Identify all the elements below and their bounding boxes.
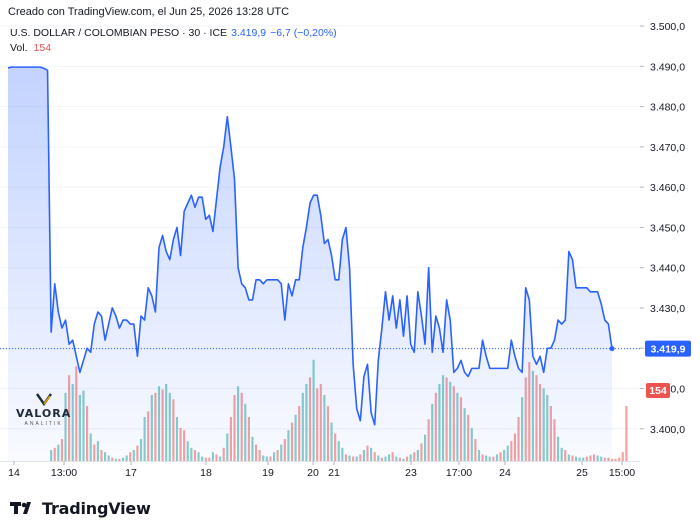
x-tick-label: 17:00 (446, 467, 472, 479)
time-axis[interactable]: 14 13:00 17 18 19 20 21 23 17:00 24 25 15:00 (0, 461, 640, 479)
volume-bar (621, 452, 624, 461)
last-price-tag-text: 3.419,9 (650, 344, 685, 356)
price-axis[interactable]: 3.400,03.410,03.420,03.430,03.440,03.450… (640, 21, 685, 436)
volume-value: 154 (33, 42, 52, 54)
volume-bar (618, 457, 621, 461)
valora-watermark: VALORA ANALITIK (16, 392, 71, 427)
x-tick-label: 20 (307, 467, 319, 479)
tradingview-brand[interactable]: TradingView (10, 497, 151, 519)
watermark-subtitle: ANALITIK (24, 421, 63, 427)
tradingview-logo-icon (10, 502, 31, 514)
y-tick-label: 3.500,0 (650, 21, 685, 33)
price-change: −6,7 (−0,20%) (270, 27, 337, 39)
created-caption: Creado con TradingView.com, el Jun 25, 2… (8, 6, 290, 18)
x-tick-label: 21 (328, 467, 340, 479)
y-tick-label: 3.470,0 (650, 142, 685, 154)
volume-legend[interactable]: Vol. 154 (10, 42, 51, 54)
x-tick-label: 15:00 (609, 467, 635, 479)
axis-labels: 3.419,9 154 (645, 340, 691, 398)
y-tick-label: 3.430,0 (650, 303, 685, 315)
x-tick-label: 14 (8, 467, 20, 479)
x-tick-label: 24 (499, 467, 511, 479)
symbol-legend[interactable]: U.S. DOLLAR / COLOMBIAN PESO · 30 · ICE 3… (10, 27, 337, 39)
price-area (8, 67, 612, 461)
x-tick-label: 19 (262, 467, 274, 479)
volume-bar (614, 458, 617, 461)
volume-tag-text: 154 (649, 385, 667, 397)
y-tick-label: 3.450,0 (650, 222, 685, 234)
last-price-tag (645, 340, 691, 357)
y-tick-label: 3.400,0 (650, 424, 685, 436)
x-tick-label: 23 (405, 467, 417, 479)
y-tick-label: 3.460,0 (650, 182, 685, 194)
last-price-dot (609, 346, 615, 352)
x-tick-label: 13:00 (51, 467, 77, 479)
x-tick-label: 18 (200, 467, 212, 479)
current-price: 3.419,9 (231, 27, 267, 39)
x-tick-label: 17 (125, 467, 137, 479)
volume-tag (646, 383, 670, 398)
symbol-title: U.S. DOLLAR / COLOMBIAN PESO · 30 · ICE (10, 27, 228, 39)
watermark-name: VALORA (16, 407, 72, 420)
y-tick-label: 3.480,0 (650, 102, 685, 114)
y-tick-label: 3.490,0 (650, 61, 685, 73)
x-tick-label: 25 (576, 467, 588, 479)
volume-label: Vol. (10, 42, 28, 54)
volume-bar (625, 406, 628, 461)
price-line (7, 66, 613, 426)
y-tick-label: 3.440,0 (650, 263, 685, 275)
valora-logo-icon (35, 393, 52, 406)
brand-name: TradingView (42, 498, 151, 518)
